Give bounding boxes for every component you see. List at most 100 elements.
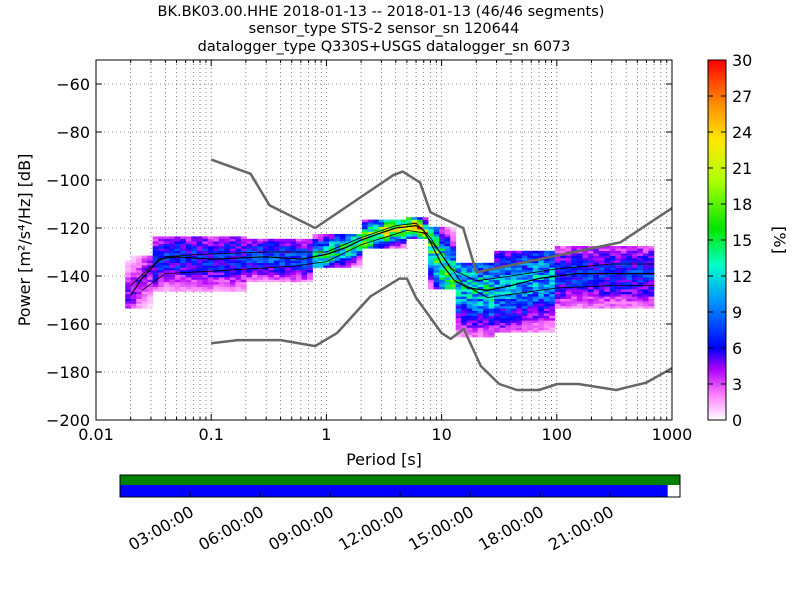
colorbar-tick-label: 15 bbox=[732, 231, 752, 250]
psd-density-cell bbox=[196, 277, 203, 280]
psd-density-cell bbox=[532, 308, 539, 311]
psd-density-cell bbox=[466, 284, 473, 287]
psd-density-cell bbox=[505, 291, 512, 295]
psd-density-cell bbox=[279, 243, 286, 247]
psd-density-cell bbox=[604, 260, 611, 263]
psd-density-cell bbox=[389, 231, 396, 235]
psd-density-cell bbox=[466, 318, 473, 321]
psd-density-cell bbox=[527, 274, 534, 278]
psd-density-cell bbox=[538, 296, 545, 299]
psd-density-cell bbox=[240, 255, 247, 259]
psd-density-cell bbox=[240, 279, 247, 283]
psd-density-cell bbox=[130, 294, 137, 297]
psd-density-cell bbox=[483, 308, 490, 311]
psd-density-cell bbox=[367, 241, 374, 244]
psd-density-cell bbox=[224, 238, 231, 242]
psd-density-cell bbox=[378, 241, 385, 244]
psd-density-cell bbox=[384, 224, 390, 227]
psd-density-cell bbox=[455, 286, 462, 290]
psd-density-cell bbox=[543, 272, 550, 275]
psd-density-cell bbox=[257, 253, 264, 256]
psd-density-cell bbox=[207, 253, 214, 256]
psd-density-cell bbox=[560, 279, 567, 283]
psd-density-cell bbox=[356, 238, 363, 242]
psd-density-cell bbox=[224, 246, 231, 249]
psd-density-cell bbox=[598, 258, 605, 261]
psd-density-cell bbox=[554, 260, 561, 263]
psd-density-cell bbox=[461, 265, 468, 268]
psd-density-cell bbox=[251, 260, 258, 263]
psd-density-cell bbox=[240, 284, 247, 287]
psd-density-cell bbox=[273, 253, 280, 256]
psd-density-cell bbox=[136, 272, 143, 275]
psd-density-cell bbox=[560, 258, 567, 261]
psd-density-cell bbox=[152, 246, 159, 249]
psd-density-cell bbox=[439, 241, 446, 244]
colorbar-tick-label: 3 bbox=[732, 375, 742, 394]
psd-density-cell bbox=[472, 296, 479, 299]
psd-density-cell bbox=[318, 262, 324, 266]
psd-density-cell bbox=[312, 246, 319, 249]
psd-density-cell bbox=[598, 270, 605, 273]
psd-density-cell bbox=[246, 265, 253, 268]
psd-density-cell bbox=[213, 274, 220, 278]
psd-density-cell bbox=[207, 250, 214, 254]
psd-density-cell bbox=[185, 243, 192, 247]
psd-density-cell bbox=[268, 253, 275, 256]
psd-density-cell bbox=[384, 219, 390, 223]
psd-density-cell bbox=[466, 322, 473, 326]
psd-density-cell bbox=[246, 260, 253, 263]
high-noise-model-line bbox=[210, 158, 672, 274]
psd-density-cell bbox=[191, 277, 198, 280]
psd-density-cell bbox=[273, 258, 280, 261]
psd-density-cell bbox=[527, 330, 534, 333]
psd-density-cell bbox=[532, 272, 539, 275]
psd-density-cell bbox=[455, 265, 462, 268]
psd-density-cell bbox=[488, 282, 495, 285]
psd-density-cell bbox=[389, 229, 396, 232]
psd-density-cell bbox=[604, 265, 611, 268]
psd-density-cell bbox=[532, 277, 539, 280]
psd-density-cell bbox=[345, 234, 352, 237]
psd-density-cell bbox=[477, 289, 484, 292]
psd-density-cell bbox=[384, 234, 390, 237]
psd-density-cell bbox=[295, 243, 302, 247]
psd-density-cell bbox=[488, 308, 495, 311]
psd-density-cell bbox=[169, 243, 176, 247]
psd-density-cell bbox=[262, 277, 269, 280]
psd-density-cell bbox=[461, 279, 468, 283]
psd-density-cell bbox=[527, 255, 534, 259]
psd-density-cell bbox=[521, 274, 528, 278]
psd-density-cell bbox=[576, 270, 583, 273]
psd-density-cell bbox=[290, 238, 297, 242]
psd-density-cell bbox=[631, 258, 638, 261]
psd-density-cell bbox=[307, 267, 313, 271]
psd-density-cell bbox=[389, 219, 396, 223]
psd-density-cell bbox=[428, 260, 434, 263]
psd-density-cell bbox=[428, 282, 434, 285]
psd-density-cell bbox=[202, 260, 209, 263]
psd-density-cell bbox=[483, 277, 490, 280]
psd-density-cell bbox=[229, 279, 236, 283]
psd-density-cell bbox=[257, 246, 264, 249]
psd-density-cell bbox=[411, 219, 418, 223]
psd-density-cell bbox=[549, 313, 556, 316]
psd-density-cell bbox=[240, 260, 247, 263]
psd-density-cell bbox=[147, 301, 154, 304]
psd-density-cell bbox=[631, 279, 638, 283]
psd-density-cell bbox=[648, 250, 655, 254]
psd-density-cell bbox=[604, 306, 611, 309]
psd-density-cell bbox=[295, 265, 302, 268]
psd-density-cell bbox=[576, 298, 583, 302]
psd-density-cell bbox=[130, 286, 137, 290]
psd-density-cell bbox=[141, 303, 148, 307]
chart-title-line-1: BK.BK03.00.HHE 2018-01-13 -- 2018-01-13 … bbox=[158, 4, 605, 20]
psd-density-cell bbox=[141, 267, 148, 271]
psd-density-cell bbox=[268, 279, 275, 283]
psd-density-cell bbox=[284, 246, 291, 249]
psd-density-cell bbox=[615, 270, 622, 273]
psd-density-cell bbox=[191, 284, 198, 287]
psd-density-cell bbox=[538, 262, 545, 266]
psd-density-cell bbox=[136, 298, 143, 302]
psd-density-cell bbox=[378, 226, 385, 230]
